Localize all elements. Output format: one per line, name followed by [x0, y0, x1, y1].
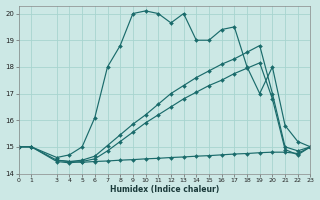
- X-axis label: Humidex (Indice chaleur): Humidex (Indice chaleur): [110, 185, 219, 194]
